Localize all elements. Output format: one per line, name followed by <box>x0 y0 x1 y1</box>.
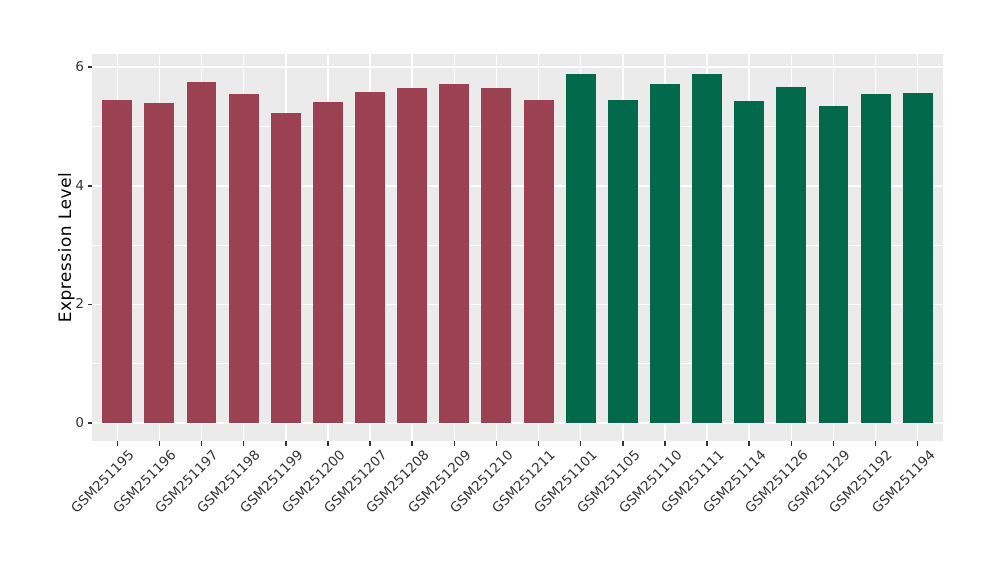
bar <box>228 94 259 424</box>
bar <box>355 91 385 424</box>
bar <box>818 106 849 424</box>
x-tick-mark <box>664 441 666 446</box>
x-tick-mark <box>916 441 919 446</box>
y-tick-mark <box>87 303 92 306</box>
y-tick-mark <box>87 185 92 187</box>
gridline-minor <box>92 244 943 246</box>
bar <box>397 88 428 424</box>
y-tick-label: 2 <box>75 296 84 313</box>
x-tick-mark <box>116 441 119 446</box>
bar <box>439 84 470 424</box>
bar <box>481 88 512 424</box>
x-tick-mark <box>327 441 329 446</box>
gridline-major <box>92 185 943 187</box>
x-tick-mark <box>369 441 371 446</box>
gridline-major <box>92 66 943 68</box>
bar <box>776 87 807 424</box>
bar <box>102 99 133 424</box>
bar <box>692 74 723 424</box>
x-tick-mark <box>411 441 413 446</box>
bar <box>902 92 933 424</box>
bar <box>144 102 175 424</box>
y-tick-label: 6 <box>75 59 84 76</box>
gridline-minor <box>92 126 943 127</box>
bar <box>312 102 343 424</box>
x-tick-mark <box>790 441 793 446</box>
x-tick-mark <box>874 441 877 446</box>
gridline-minor <box>92 363 943 365</box>
bar <box>860 93 891 424</box>
x-tick-mark <box>537 441 540 446</box>
bar <box>270 112 301 424</box>
x-tick-mark <box>242 441 245 446</box>
gridline-major <box>92 422 943 424</box>
bar <box>565 73 596 424</box>
x-tick-mark <box>579 441 582 446</box>
x-tick-mark <box>285 441 287 446</box>
bar <box>186 82 217 424</box>
x-tick-mark <box>622 441 624 446</box>
gridline-major <box>92 303 943 306</box>
y-tick-label: 4 <box>75 177 84 194</box>
x-tick-mark <box>832 441 835 446</box>
x-tick-mark <box>706 441 708 446</box>
x-tick-mark <box>158 441 161 446</box>
y-tick-mark <box>87 66 92 68</box>
x-tick-mark <box>200 441 203 446</box>
plot-panel <box>92 54 943 441</box>
x-tick-mark <box>748 441 750 446</box>
bar <box>649 84 680 424</box>
x-tick-mark <box>453 441 456 446</box>
bar <box>734 100 765 424</box>
x-tick-mark <box>495 441 498 446</box>
y-tick-mark <box>87 422 92 424</box>
bar <box>523 99 554 424</box>
bar <box>607 99 638 424</box>
y-tick-label: 0 <box>75 415 84 432</box>
